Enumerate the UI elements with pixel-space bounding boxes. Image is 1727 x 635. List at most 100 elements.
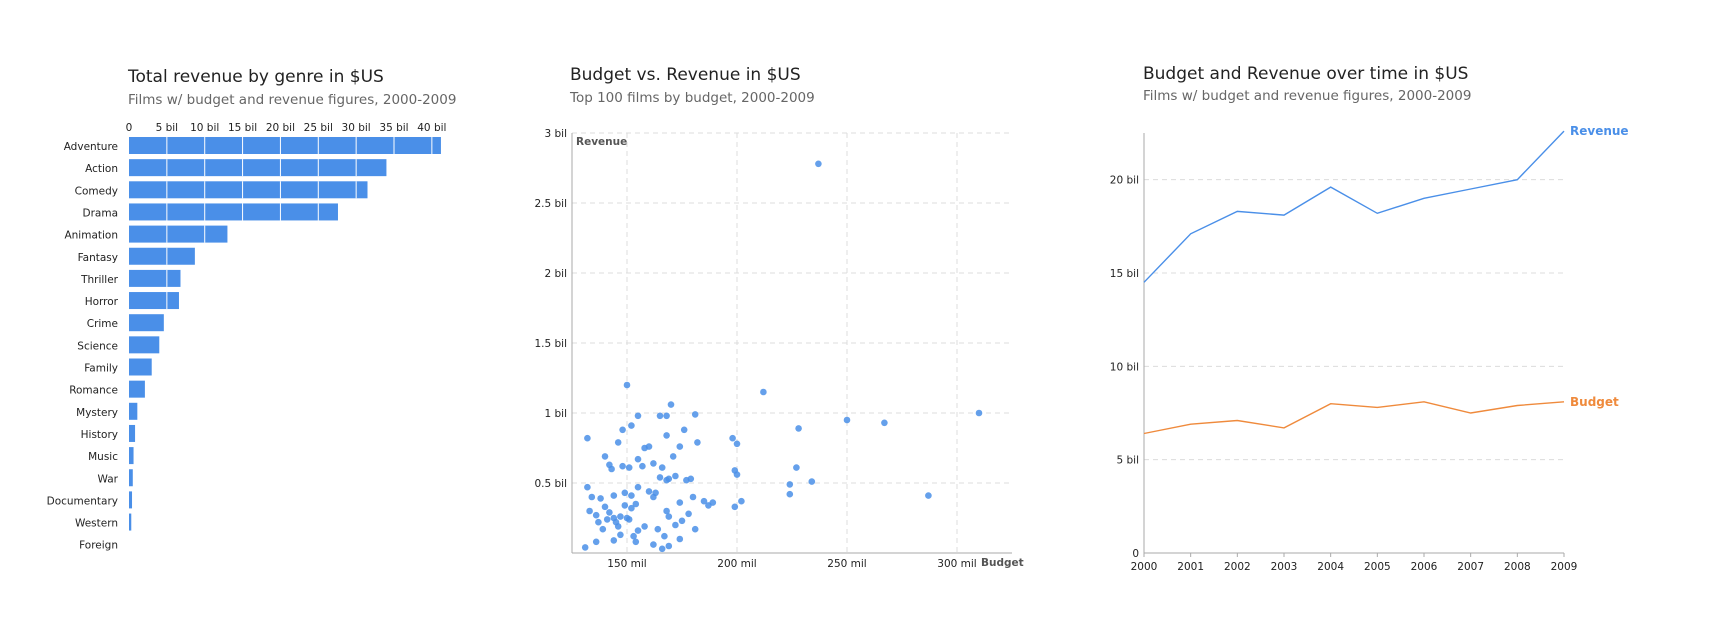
data-point [634,455,642,463]
y-tick-label: 2 bil [544,268,567,280]
data-point [597,495,604,502]
category-label: Music [88,451,118,463]
data-point [705,502,712,509]
y-tick-label: 5 bil [1116,455,1139,467]
data-point [625,464,633,471]
data-point [588,493,596,501]
x-tick-label: 30 bil [342,122,371,134]
data-point [672,521,679,529]
data-point [623,381,631,389]
data-point [606,509,613,516]
data-point [680,426,688,434]
budget-revenue-over-time-chart: Budget and Revenue over time in $US Film… [1110,64,1629,573]
category-label: Animation [64,230,118,242]
category-label: Thriller [80,274,119,286]
y-tick-label: 2.5 bil [534,198,567,210]
data-point [625,516,633,523]
data-point [663,507,670,515]
x-tick-label: 150 mil [607,558,646,570]
data-point [641,523,648,530]
x-tick-label: 2008 [1504,561,1531,573]
category-label: Action [85,163,118,175]
y-tick-label: 15 bil [1110,268,1139,280]
data-point [694,439,701,446]
y-tick-label: 3 bil [544,128,567,140]
data-point [645,443,653,450]
data-point [628,492,635,499]
data-point [808,478,816,485]
data-point [634,527,642,534]
y-tick-label: 20 bil [1110,175,1139,187]
data-point [925,492,932,499]
data-point [656,474,664,481]
x-tick-label: 35 bil [379,122,408,134]
data-point [619,426,626,434]
x-axis-label: Budget [981,557,1024,569]
bar [129,292,179,310]
data-point [630,532,637,540]
data-point [729,434,736,442]
chart-title: Budget vs. Revenue in $US [570,65,801,85]
x-tick-label: 2001 [1177,561,1204,573]
x-tick-label: 300 mil [937,558,976,570]
category-label: Fantasy [78,252,118,264]
data-point [669,453,677,460]
x-tick-label: 200 mil [717,558,756,570]
data-point [628,504,635,512]
data-point [733,440,741,448]
data-point [795,425,802,432]
data-point [617,513,624,520]
data-point [658,464,666,471]
chart-title: Budget and Revenue over time in $US [1143,64,1468,84]
bar [129,358,152,376]
bar [129,203,338,221]
chart-title: Total revenue by genre in $US [127,67,384,87]
data-point [632,538,640,546]
x-tick-label: 250 mil [827,558,866,570]
x-tick-label: 2005 [1364,561,1391,573]
bar [129,380,145,398]
data-point [663,476,670,484]
data-point [676,499,684,506]
data-point [654,525,662,533]
bar [129,513,132,531]
bar [129,424,136,442]
bar [129,247,195,265]
data-point [881,419,888,427]
data-point [700,497,708,505]
y-tick-label: 0 [1132,548,1139,560]
x-tick-label: 15 bil [228,122,257,134]
data-point [639,462,646,470]
chart-subtitle: Films w/ budget and revenue figures, 200… [128,92,456,108]
data-point [608,465,615,473]
series-line-budget [1143,401,1565,435]
data-point [786,481,794,488]
data-point [665,513,673,520]
bar [129,469,133,487]
category-label: Romance [69,385,118,397]
data-point [603,516,611,523]
category-label: Science [77,340,118,352]
x-tick-label: 2000 [1131,561,1158,573]
data-point [672,472,679,480]
data-point [975,409,983,417]
x-tick-label: 10 bil [190,122,219,134]
category-label: Horror [85,296,119,308]
bar [129,159,387,177]
x-tick-label: 2003 [1271,561,1298,573]
data-point [663,432,670,439]
category-label: Family [84,363,118,375]
y-tick-label: 1.5 bil [534,338,567,350]
data-point [667,401,675,408]
data-point [731,503,739,511]
data-point [815,160,822,168]
data-point [632,500,640,508]
data-point [619,462,626,470]
category-label: Western [75,518,118,530]
series-label-revenue: Revenue [1570,124,1629,138]
x-tick-label: 2002 [1224,561,1251,573]
bar [129,491,133,509]
category-label: War [98,473,119,485]
data-point [760,388,767,396]
